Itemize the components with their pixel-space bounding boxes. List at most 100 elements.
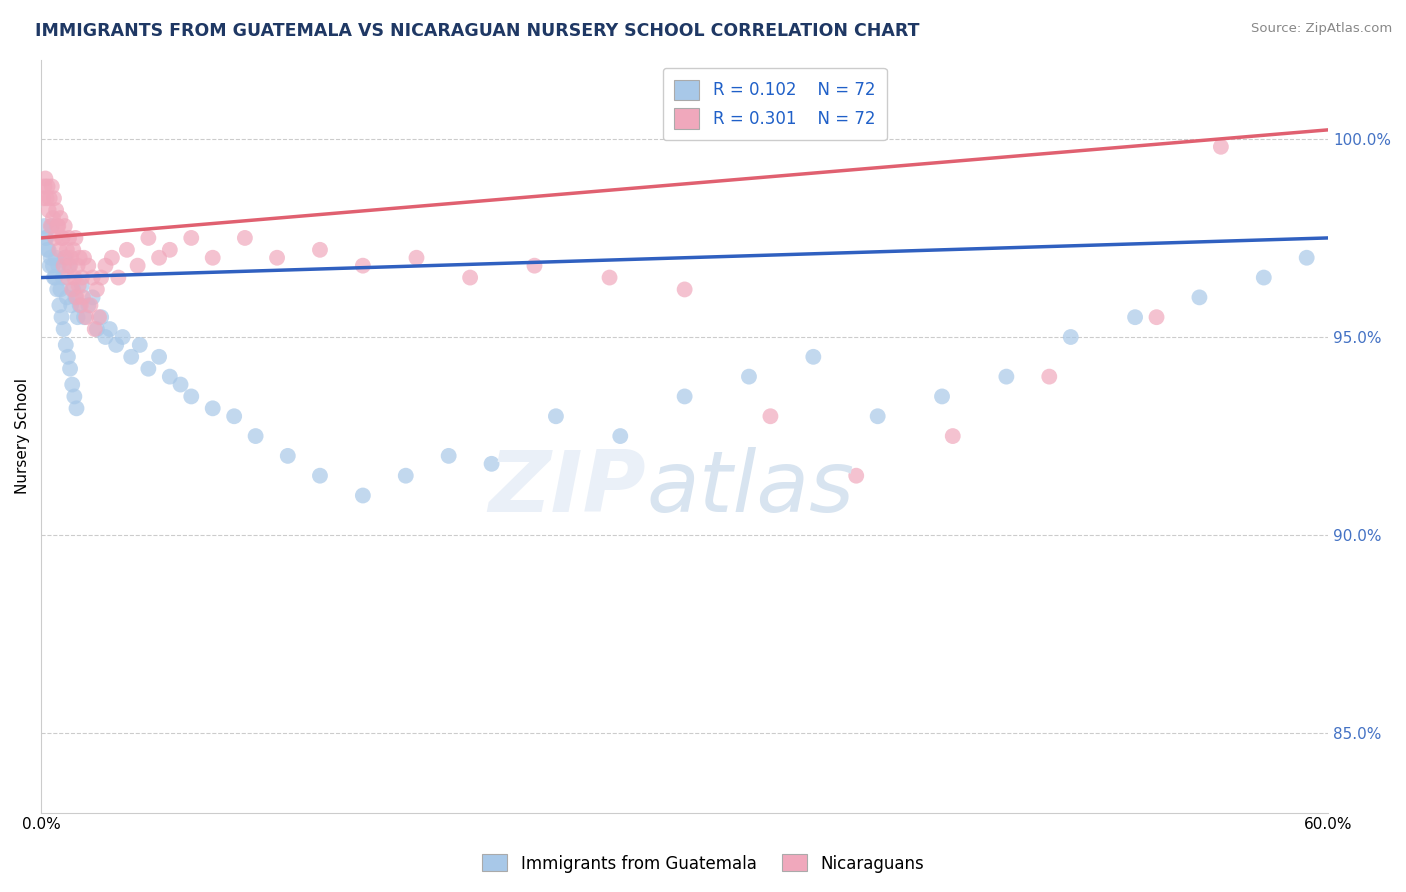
Point [73,251,96,265]
Point [73,310,96,325]
Point [1146,310,1168,325]
Point [49,282,72,296]
Point [277,449,299,463]
Point [79,298,101,312]
Point [72,290,94,304]
Point [86,322,108,336]
Point [46,219,69,233]
Point [180,231,202,245]
Point [60,298,83,312]
Point [34,179,56,194]
Point [1123,310,1146,325]
Point [138,231,160,245]
Point [42,270,65,285]
Point [101,251,124,265]
Point [60,251,83,265]
Point [59,361,82,376]
Point [52,322,75,336]
Point [105,338,128,352]
Point [309,468,332,483]
Point [35,231,58,245]
Point [38,243,60,257]
Point [67,278,90,293]
Point [352,259,374,273]
Point [42,259,65,273]
Point [233,231,256,245]
Point [45,203,67,218]
Point [523,259,546,273]
Point [159,243,181,257]
Point [56,243,79,257]
Point [49,211,72,226]
Point [42,191,65,205]
Point [44,231,66,245]
Point [48,298,70,312]
Point [46,282,69,296]
Point [115,243,138,257]
Point [70,278,93,293]
Point [66,259,89,273]
Point [37,243,59,257]
Point [51,270,73,285]
Point [673,282,696,296]
Point [34,219,56,233]
Point [437,449,460,463]
Point [69,298,91,312]
Point [673,389,696,403]
Point [866,409,889,424]
Point [90,310,112,325]
Point [128,338,150,352]
Point [44,270,66,285]
Point [1295,251,1317,265]
Text: ZIP: ZIP [488,447,645,530]
Point [609,429,631,443]
Point [56,290,79,304]
Point [352,489,374,503]
Point [35,191,58,205]
Point [94,330,117,344]
Point [266,251,288,265]
Point [62,282,84,296]
Point [127,259,149,273]
Point [34,171,56,186]
Point [94,259,117,273]
Point [309,243,332,257]
Point [86,282,108,296]
Point [65,290,87,304]
Point [801,350,824,364]
Point [53,251,76,265]
Point [66,310,89,325]
Point [77,298,100,312]
Point [458,270,481,285]
Point [942,429,965,443]
Point [62,243,84,257]
Point [46,219,69,233]
Point [83,322,105,336]
Point [60,282,83,296]
Point [395,468,418,483]
Point [58,231,80,245]
Point [77,259,100,273]
Point [138,361,160,376]
Legend: Immigrants from Guatemala, Nicaraguans: Immigrants from Guatemala, Nicaraguans [475,847,931,880]
Point [169,377,191,392]
Point [180,389,202,403]
Point [69,298,91,312]
Point [38,259,60,273]
Point [59,259,82,273]
Point [52,259,75,273]
Point [599,270,621,285]
Point [1253,270,1275,285]
Point [39,219,62,233]
Point [56,270,79,285]
Point [46,259,69,273]
Point [1209,140,1232,154]
Point [63,389,86,403]
Point [82,270,104,285]
Point [45,251,67,265]
Point [224,409,246,424]
Point [51,231,73,245]
Point [481,457,503,471]
Point [148,251,170,265]
Point [107,270,129,285]
